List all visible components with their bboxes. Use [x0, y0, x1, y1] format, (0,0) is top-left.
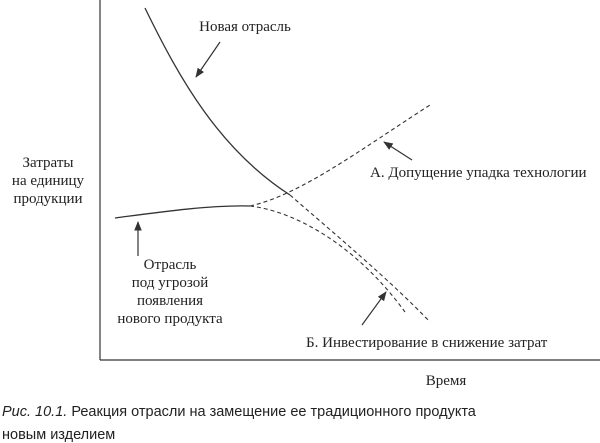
arrow [361, 291, 387, 326]
caption-label: Рис. 10.1. [2, 404, 67, 420]
option-b-curve [249, 205, 406, 313]
arrow [195, 41, 221, 78]
new-industry-dashed [289, 194, 431, 323]
y-axis-label: Затраты [23, 155, 74, 171]
caption-text: новым изделием [2, 427, 115, 443]
caption-text: Реакция отрасли на замещение ее традицио… [71, 404, 476, 420]
label: Отрасль [144, 257, 197, 273]
label: А. Допущение упадка технологии [370, 165, 587, 181]
y-axis-label: на единицу [12, 173, 85, 189]
label: Б. Инвестирование в снижение затрат [306, 335, 548, 351]
x-axis-label: Время [426, 373, 467, 389]
label: нового продукта [117, 311, 223, 327]
arrow [383, 141, 413, 161]
option-a-curve [249, 104, 431, 207]
label: Новая отрасль [199, 19, 291, 35]
label: появления [137, 293, 203, 309]
label: под угрозой [132, 275, 209, 291]
y-axis-label: продукции [13, 191, 82, 207]
old-industry-curve [114, 205, 251, 219]
new-industry-curve [144, 7, 291, 196]
caption: Рис. 10.1. Реакция отрасли на замещение … [2, 404, 477, 420]
